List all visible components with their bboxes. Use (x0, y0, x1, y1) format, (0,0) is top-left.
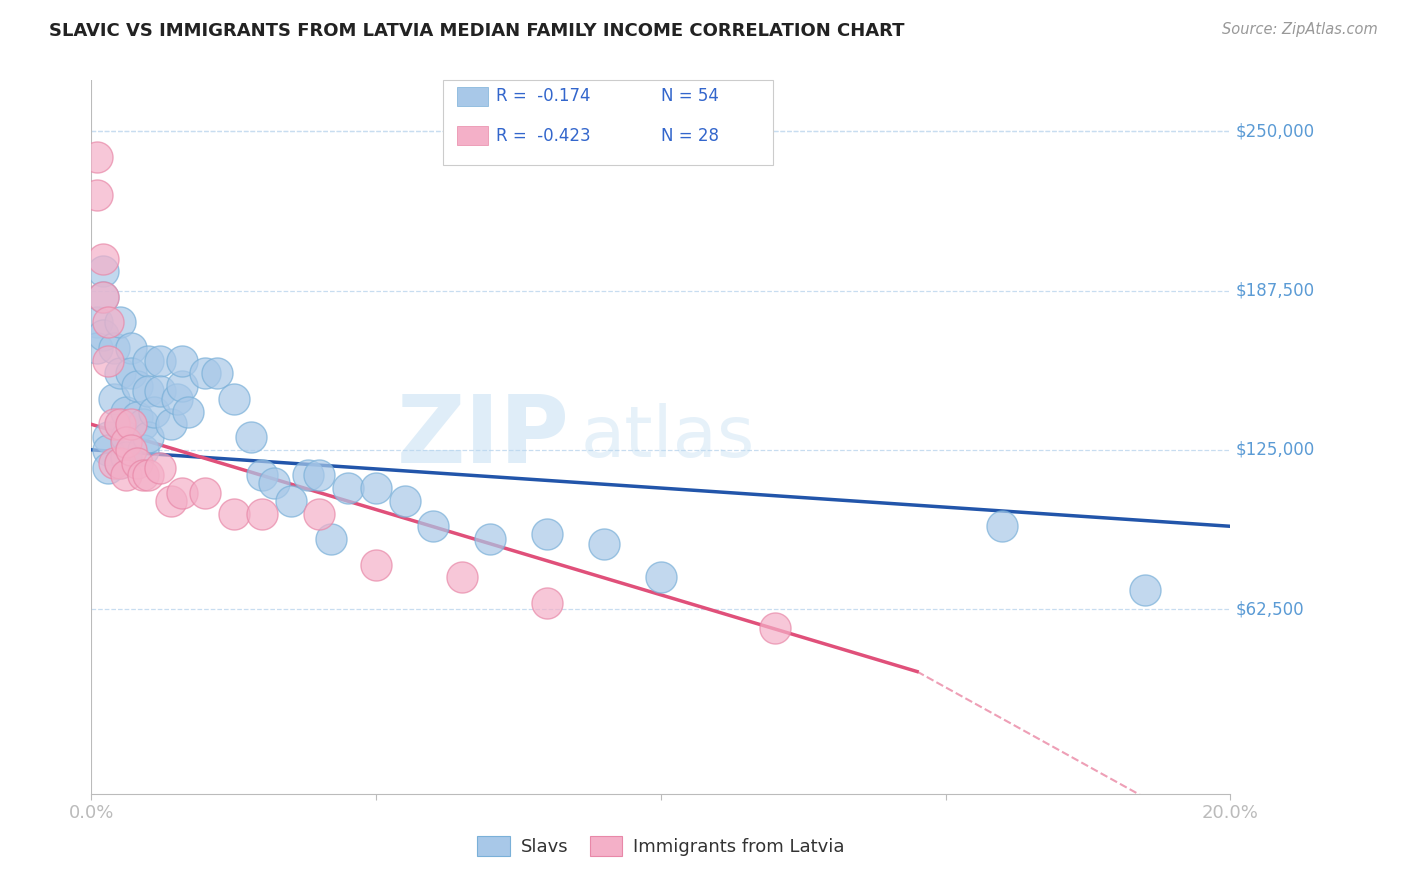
Point (478, 532, 502, 546)
Point (97, 442, 120, 457)
Point (97, 353, 120, 368)
Point (138, 468, 160, 483)
Point (114, 435, 136, 450)
Point (177, 404, 200, 418)
Text: N = 54: N = 54 (661, 87, 718, 105)
Point (131, 468, 153, 483)
Text: R =  -0.423: R = -0.423 (496, 127, 591, 145)
Point (149, 384, 172, 399)
Point (108, 315, 131, 329)
Point (1133, 582, 1156, 597)
Point (166, 392, 188, 406)
Point (239, 430, 262, 444)
Point (97, 460, 120, 475)
Text: R =  -0.174: R = -0.174 (496, 87, 591, 105)
Point (120, 341, 142, 355)
Point (103, 417, 125, 432)
Point (250, 468, 273, 483)
Point (108, 367, 131, 381)
Point (364, 481, 387, 495)
Point (91, 252, 114, 266)
Point (263, 475, 285, 490)
Point (138, 384, 160, 399)
Point (91, 290, 114, 304)
Point (172, 379, 194, 393)
Point (172, 353, 194, 368)
Point (149, 460, 172, 475)
Point (205, 367, 228, 381)
Point (131, 417, 153, 432)
Point (319, 532, 342, 546)
Point (536, 596, 558, 610)
Point (160, 493, 183, 508)
Point (97, 430, 120, 444)
Text: $250,000: $250,000 (1236, 122, 1315, 140)
Text: $187,500: $187,500 (1236, 282, 1315, 300)
Text: N = 28: N = 28 (661, 127, 718, 145)
Point (125, 379, 148, 393)
Point (763, 621, 786, 635)
Point (120, 367, 142, 381)
Point (131, 442, 153, 457)
Point (86, 188, 108, 202)
Point (114, 450, 136, 465)
Point (103, 456, 125, 470)
Point (86, 315, 108, 329)
Point (160, 417, 183, 432)
Point (250, 507, 273, 521)
Point (364, 558, 387, 572)
Point (86, 150, 108, 164)
Point (108, 456, 131, 470)
Text: Source: ZipAtlas.com: Source: ZipAtlas.com (1222, 22, 1378, 37)
Point (991, 519, 1014, 533)
Point (143, 404, 166, 418)
Point (103, 341, 125, 355)
Point (125, 456, 148, 470)
Point (280, 493, 302, 508)
Point (138, 430, 160, 444)
Point (297, 468, 319, 483)
Point (86, 341, 108, 355)
Point (336, 481, 359, 495)
Point (422, 519, 444, 533)
Point (91, 328, 114, 343)
Point (149, 353, 172, 368)
Point (394, 493, 416, 508)
Text: atlas: atlas (581, 402, 755, 472)
Point (91, 290, 114, 304)
Point (108, 417, 131, 432)
Point (450, 570, 472, 584)
Point (194, 486, 217, 500)
Point (114, 404, 136, 418)
Point (108, 456, 131, 470)
Point (194, 367, 217, 381)
Point (108, 417, 131, 432)
Point (222, 507, 245, 521)
Point (138, 353, 160, 368)
Point (125, 409, 148, 424)
Point (120, 442, 142, 457)
Point (114, 430, 136, 444)
Point (120, 417, 142, 432)
Point (593, 537, 616, 551)
Legend: Slavs, Immigrants from Latvia: Slavs, Immigrants from Latvia (470, 829, 852, 863)
Point (103, 392, 125, 406)
Text: SLAVIC VS IMMIGRANTS FROM LATVIA MEDIAN FAMILY INCOME CORRELATION CHART: SLAVIC VS IMMIGRANTS FROM LATVIA MEDIAN … (49, 22, 904, 40)
Point (172, 486, 194, 500)
Text: ZIP: ZIP (396, 391, 569, 483)
Text: $125,000: $125,000 (1236, 441, 1315, 458)
Point (114, 468, 136, 483)
Point (97, 315, 120, 329)
Point (308, 507, 330, 521)
Point (650, 570, 672, 584)
Point (91, 264, 114, 278)
Point (222, 392, 245, 406)
Point (308, 468, 330, 483)
Point (536, 527, 558, 541)
Text: $62,500: $62,500 (1236, 600, 1305, 618)
